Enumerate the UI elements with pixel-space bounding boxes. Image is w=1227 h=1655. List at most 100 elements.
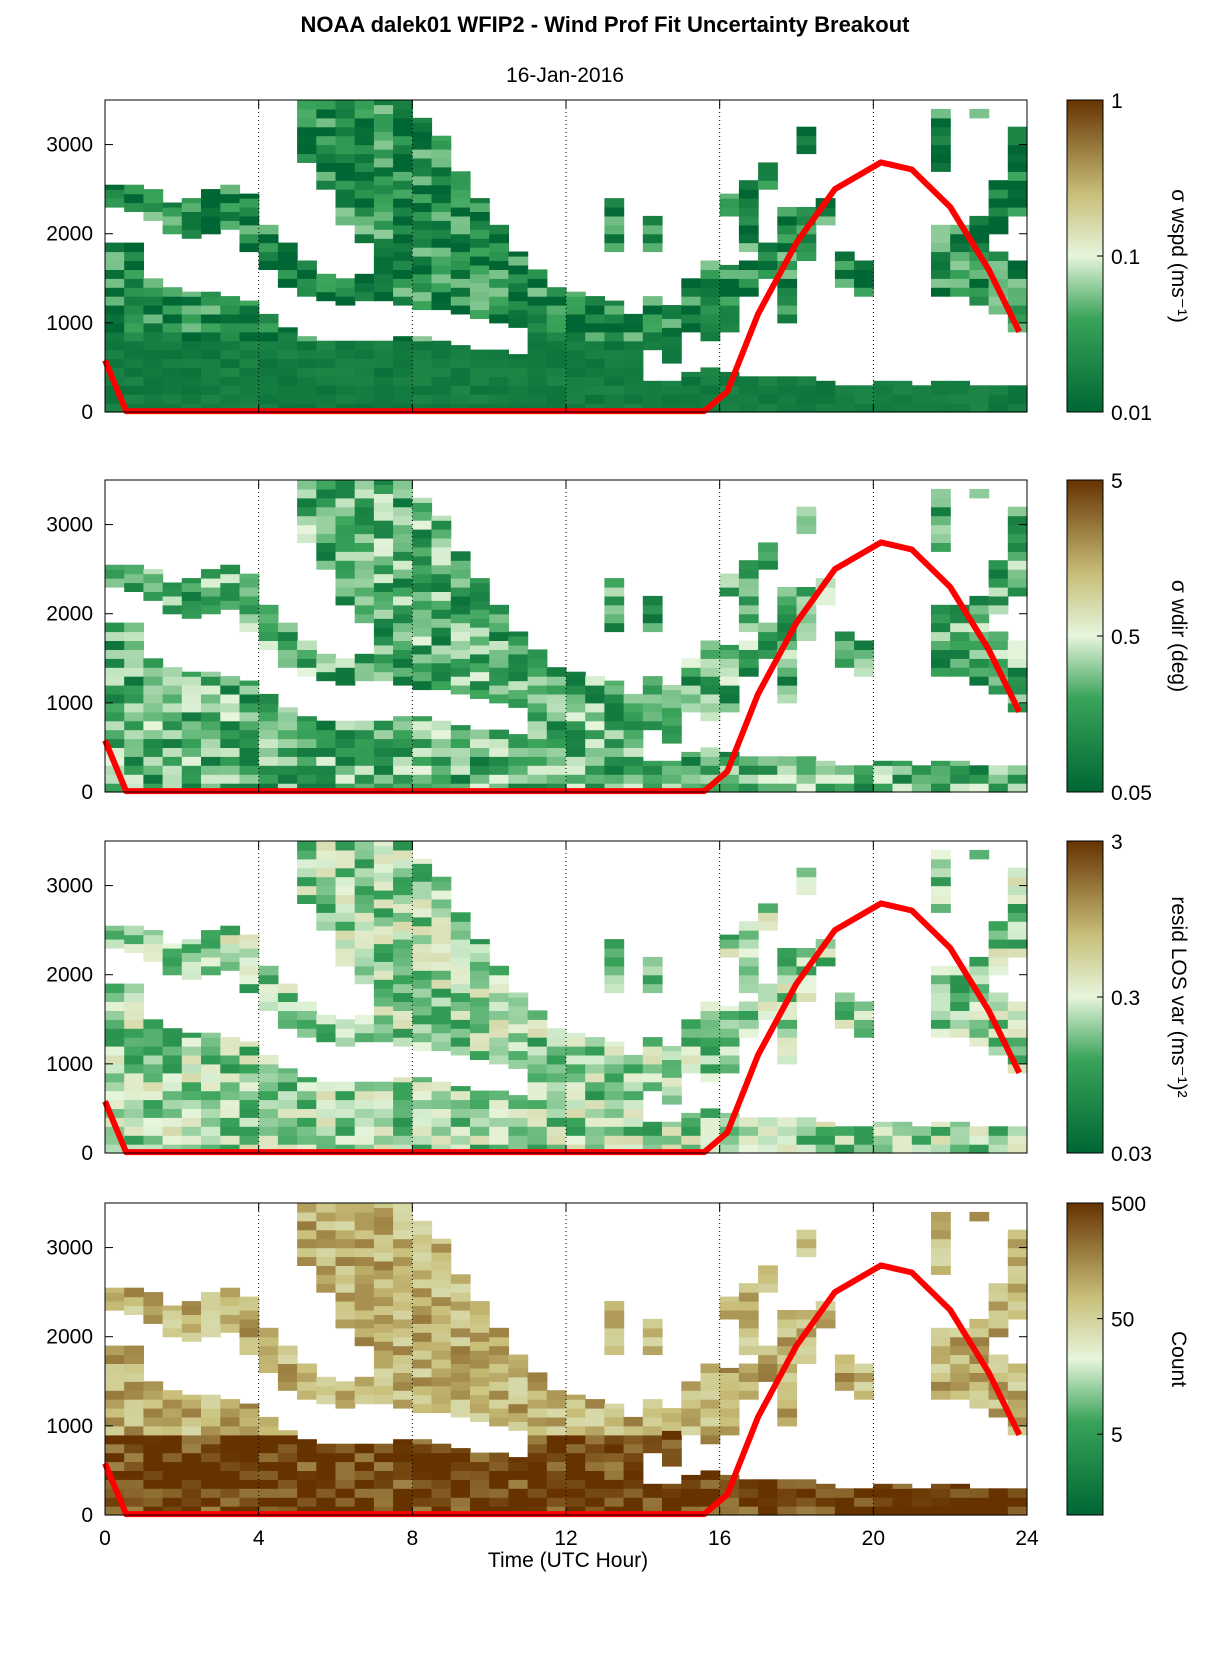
heatmap-cell [642, 693, 663, 704]
heatmap-cell [316, 738, 337, 748]
heatmap-cell [489, 667, 509, 677]
heatmap-cell [220, 1072, 241, 1083]
heatmap-cell [758, 1144, 778, 1154]
heatmap-cell [297, 738, 317, 748]
heatmap-cell [124, 992, 144, 1002]
heatmap-cell [335, 215, 356, 226]
heatmap-cell [354, 524, 375, 535]
heatmap-cell [297, 1099, 317, 1109]
heatmap-cell [335, 1488, 356, 1498]
heatmap-cell [431, 1269, 452, 1280]
heatmap-cell [354, 1014, 375, 1025]
heatmap-cell [431, 149, 452, 159]
heatmap-cell [604, 1479, 625, 1489]
heatmap-cell [642, 322, 663, 333]
heatmap-cell [181, 1032, 202, 1038]
y-tick-label: 0 [81, 1504, 93, 1527]
heatmap-cell [489, 1037, 509, 1047]
heatmap-cell [470, 358, 490, 368]
heatmap-cell [335, 867, 356, 878]
heatmap-cell [335, 296, 356, 306]
heatmap-cell [738, 939, 759, 949]
heatmap-cell [527, 702, 548, 713]
heatmap-cell [239, 198, 260, 208]
heatmap-cell [393, 1247, 413, 1258]
heatmap-cell [969, 1399, 990, 1409]
heatmap-cell [911, 385, 932, 395]
heatmap-cell [181, 600, 202, 610]
heatmap-cell [1007, 1301, 1028, 1311]
heatmap-cell [297, 135, 317, 146]
heatmap-cell [758, 1126, 778, 1136]
heatmap-cell [470, 229, 490, 239]
heatmap-cell [373, 1225, 394, 1235]
heatmap-cell [220, 1399, 241, 1409]
heatmap-cell [316, 282, 337, 293]
heatmap-cell [931, 1229, 951, 1240]
heatmap-cell [566, 756, 586, 766]
heatmap-cell [335, 1090, 356, 1101]
heatmap-cell [431, 300, 452, 311]
heatmap-cell [277, 1506, 298, 1516]
heatmap-cell [335, 1390, 356, 1400]
heatmap-cell [642, 296, 663, 306]
heatmap-cell [354, 224, 375, 235]
heatmap-cell [931, 1220, 951, 1231]
heatmap-cell [143, 403, 164, 413]
heatmap-cell [585, 702, 605, 713]
heatmap-cell [431, 988, 452, 998]
heatmap-cell [181, 1081, 202, 1092]
heatmap-cell [124, 1144, 144, 1154]
heatmap-cell [719, 644, 740, 650]
heatmap-cell [546, 1497, 567, 1507]
heatmap-cell [316, 551, 337, 561]
heatmap-cell [335, 676, 356, 686]
heatmap-cell [777, 1399, 798, 1409]
heatmap-cell [277, 622, 298, 633]
heatmap-cell [719, 278, 740, 288]
heatmap-cell [911, 1488, 932, 1498]
heatmap-cell [105, 358, 125, 368]
heatmap-cell [431, 1260, 452, 1271]
heatmap-cell [297, 336, 317, 342]
heatmap-cell [604, 331, 625, 342]
heatmap-cell [105, 1054, 125, 1065]
heatmap-cell [546, 729, 567, 740]
heatmap-cell [489, 394, 509, 404]
heatmap-cell [124, 1345, 144, 1356]
heatmap-cell [604, 385, 625, 395]
heatmap-cell [105, 693, 125, 704]
heatmap-cell [796, 1117, 817, 1127]
heatmap-cell [988, 930, 1009, 940]
heatmap-cell [239, 756, 260, 766]
heatmap-cell [585, 1117, 605, 1127]
heatmap-cell [662, 403, 682, 413]
heatmap-cell [546, 711, 567, 722]
heatmap-cell [297, 533, 317, 543]
heatmap-cell [277, 1068, 298, 1074]
heatmap-cell [316, 385, 337, 395]
heatmap-cell [316, 1394, 337, 1405]
heatmap-cell [431, 609, 452, 619]
y-tick-label: 0 [81, 1142, 93, 1165]
heatmap-cell [796, 595, 817, 606]
heatmap-cell [623, 1461, 644, 1471]
heatmap-cell [335, 1019, 356, 1029]
heatmap-cell [277, 729, 298, 740]
heatmap-cell [796, 622, 817, 633]
heatmap-cell [585, 376, 605, 386]
heatmap-cell [412, 1439, 433, 1445]
heatmap-cell [124, 202, 144, 212]
heatmap-cell [431, 157, 452, 168]
heatmap-cell [239, 207, 260, 217]
heatmap-cell [796, 1479, 817, 1489]
heatmap-cell [585, 1408, 605, 1418]
heatmap-cell [181, 322, 202, 333]
heatmap-cell [239, 983, 260, 994]
heatmap-cell [700, 1363, 721, 1373]
heatmap-cell [470, 1314, 490, 1324]
heatmap-cell [335, 1220, 356, 1231]
heatmap-cell [201, 747, 221, 757]
heatmap-cell [181, 1046, 202, 1056]
heatmap-cell [566, 747, 586, 757]
